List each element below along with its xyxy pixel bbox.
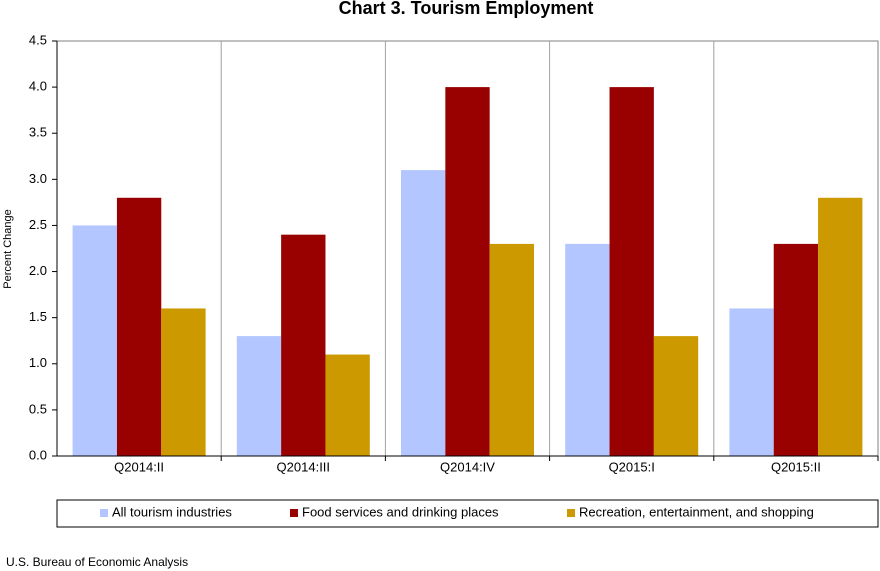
bar bbox=[281, 234, 326, 456]
y-tick-label: 3.0 bbox=[29, 171, 47, 186]
y-tick-label: 0.0 bbox=[29, 447, 47, 462]
legend-swatch bbox=[567, 509, 575, 517]
y-tick-label: 3.5 bbox=[29, 125, 47, 140]
bar bbox=[116, 197, 162, 456]
x-tick-label: Q2015:I bbox=[609, 459, 655, 474]
legend-label: All tourism industries bbox=[112, 504, 232, 519]
bar bbox=[653, 336, 699, 456]
bar bbox=[445, 87, 490, 456]
y-tick-label: 2.5 bbox=[29, 217, 47, 232]
x-tick-label: Q2015:II bbox=[771, 459, 821, 474]
bar bbox=[325, 354, 370, 456]
y-tick-label: 4.5 bbox=[29, 32, 47, 47]
legend-box bbox=[56, 499, 879, 528]
bar bbox=[400, 170, 446, 456]
bar bbox=[729, 308, 774, 456]
y-tick-label: 0.5 bbox=[29, 401, 47, 416]
bar bbox=[72, 225, 117, 456]
x-tick-label: Q2014:II bbox=[114, 459, 164, 474]
y-axis-label: Percent Change bbox=[2, 209, 14, 289]
bar bbox=[161, 308, 206, 456]
legend-label: Recreation, entertainment, and shopping bbox=[579, 504, 814, 519]
bar bbox=[236, 336, 282, 456]
y-tick-label: 2.0 bbox=[29, 263, 47, 278]
legend-label: Food services and drinking places bbox=[302, 504, 499, 519]
bar bbox=[489, 243, 535, 456]
bar bbox=[565, 243, 610, 456]
bar bbox=[609, 87, 654, 456]
y-tick-label: 4.0 bbox=[29, 79, 47, 94]
chart-title: Chart 3. Tourism Employment bbox=[339, 0, 594, 18]
legend-swatch bbox=[290, 509, 298, 517]
x-tick-label: Q2014:III bbox=[277, 459, 330, 474]
bar bbox=[773, 243, 819, 456]
y-tick-label: 1.5 bbox=[29, 309, 47, 324]
source-note: U.S. Bureau of Economic Analysis bbox=[6, 555, 188, 569]
x-tick-label: Q2014:IV bbox=[440, 459, 495, 474]
bar bbox=[818, 197, 863, 456]
legend-swatch bbox=[100, 509, 108, 517]
y-tick-label: 1.0 bbox=[29, 355, 47, 370]
